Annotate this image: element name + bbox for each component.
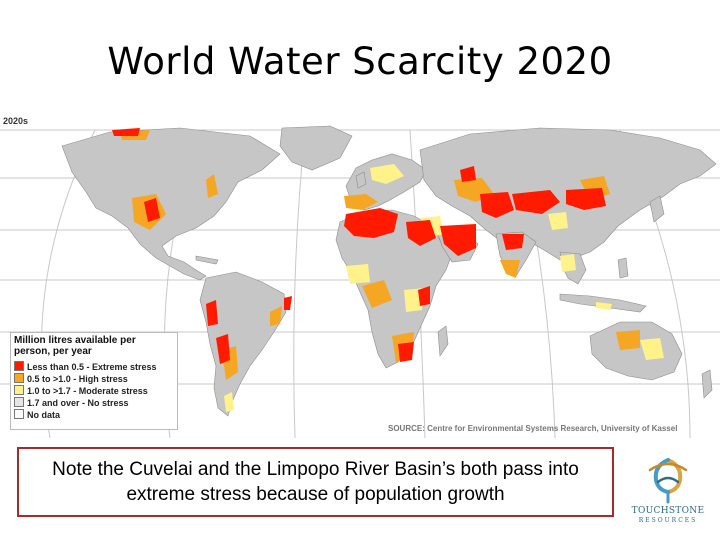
note-box: Note the Cuvelai and the Limpopo River B… [17,447,614,517]
legend-title: Million litres available per person, per… [14,335,136,357]
south-america [199,271,287,417]
north-america [61,127,281,281]
legend-swatch-extreme [14,361,24,371]
legend-swatch-no-stress [14,397,24,407]
legend-swatch-no-data [14,409,24,419]
legend-label-no-stress: 1.7 and over - No stress [27,398,129,408]
legend-item-extreme: Less than 0.5 - Extreme stress [14,361,157,372]
legend-item-no-stress: 1.7 and over - No stress [14,397,129,408]
madagascar [437,325,449,357]
high-stress-regions [120,130,640,380]
japan [649,195,665,223]
legend-label-extreme: Less than 0.5 - Extreme stress [27,362,157,372]
new-zealand [701,369,713,399]
period-label: 2020s [3,116,29,126]
legend-label-no-data: No data [27,410,61,420]
australia [589,321,683,381]
touchstone-logo-icon [648,458,688,504]
cuba [195,255,219,265]
water-scarcity-map: 2020s Million litres available per perso… [0,110,720,438]
map-legend: Million litres available per person, per… [10,332,178,430]
legend-item-no-data: No data [14,409,60,420]
map-source: SOURCE: Centre for Environmental Systems… [388,424,678,433]
britain [355,171,367,189]
legend-item-high: 0.5 to >1.0 - High stress [14,373,128,384]
legend-label-high: 0.5 to >1.0 - High stress [27,374,128,384]
legend-swatch-moderate [14,385,24,395]
logo-subtitle: RESOURCES [638,517,698,524]
greenland [279,125,353,171]
legend-item-moderate: 1.0 to >1.7 - Moderate stress [14,385,148,396]
world-map-svg [0,125,720,438]
philippines [617,257,629,279]
slide-title: World Water Scarcity 2020 [107,40,613,83]
extreme-stress-regions [112,128,606,364]
legend-label-moderate: 1.0 to >1.7 - Moderate stress [27,386,148,396]
logo-name: TOUCHSTONE [631,506,705,516]
legend-swatch-high [14,373,24,383]
